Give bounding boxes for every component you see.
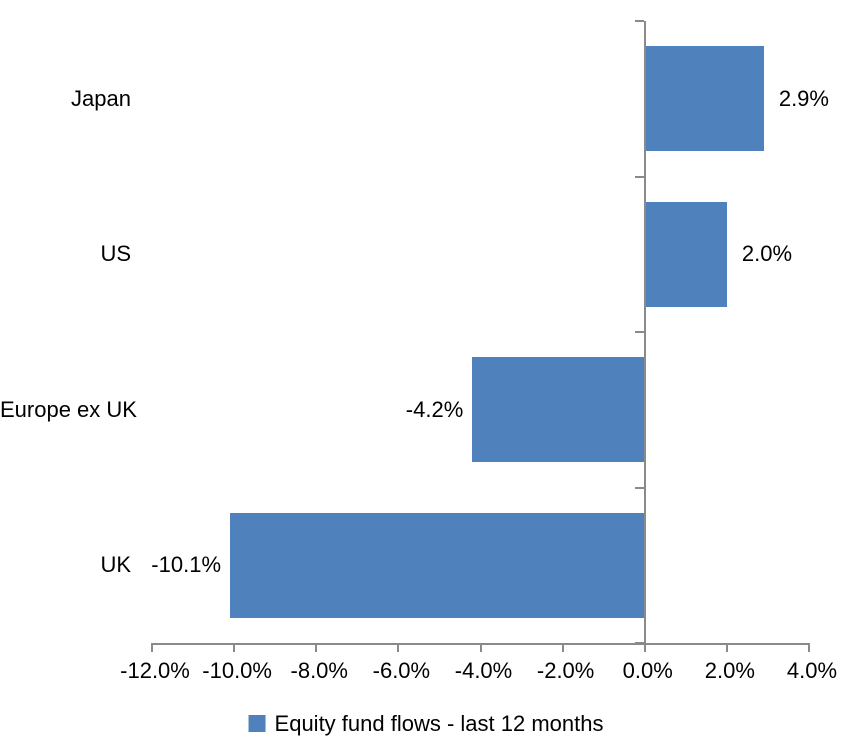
- bar-value-label: -10.1%: [151, 552, 222, 578]
- category-label: US: [100, 241, 131, 267]
- x-tick-label: -4.0%: [454, 658, 513, 683]
- bar-uk: [230, 513, 645, 618]
- bar-value-label: 2.0%: [741, 241, 793, 267]
- x-tick: [315, 643, 318, 652]
- x-tick-label: -8.0%: [290, 658, 348, 683]
- y-tick: [634, 486, 644, 489]
- category-label: Japan: [71, 85, 131, 111]
- y-tick: [634, 175, 644, 178]
- zero-axis-line: [643, 21, 646, 645]
- x-tick-label: 0.0%: [622, 658, 673, 683]
- y-tick: [634, 331, 644, 333]
- x-tick-label: 2.0%: [704, 658, 755, 683]
- y-tick: [634, 642, 644, 644]
- x-tick: [643, 643, 646, 652]
- legend-label: Equity fund flows - last 12 months: [274, 711, 604, 736]
- bar-us: [644, 202, 727, 307]
- legend-marker-icon: [248, 715, 266, 732]
- x-tick: [151, 643, 153, 652]
- x-tick-label: -6.0%: [372, 658, 431, 683]
- x-tick-label: -12.0%: [120, 658, 190, 683]
- x-tick: [561, 643, 564, 652]
- x-tick: [233, 643, 236, 652]
- legend: Equity fund flows - last 12 months: [248, 710, 604, 737]
- category-label: Europe ex UK: [0, 396, 137, 422]
- x-tick: [397, 643, 400, 652]
- x-tick: [479, 643, 482, 652]
- bar-value-label: -4.2%: [405, 396, 464, 422]
- x-tick-label: 4.0%: [786, 658, 838, 683]
- category-label: UK: [100, 552, 131, 578]
- y-tick: [634, 20, 644, 22]
- x-tick-label: -10.0%: [202, 658, 272, 683]
- x-tick: [808, 643, 810, 652]
- bar-europe-ex-uk: [472, 357, 645, 462]
- bar-japan: [644, 46, 764, 151]
- bar-value-label: 2.9%: [778, 85, 829, 111]
- x-tick-label: -2.0%: [536, 658, 595, 683]
- x-tick: [725, 643, 728, 652]
